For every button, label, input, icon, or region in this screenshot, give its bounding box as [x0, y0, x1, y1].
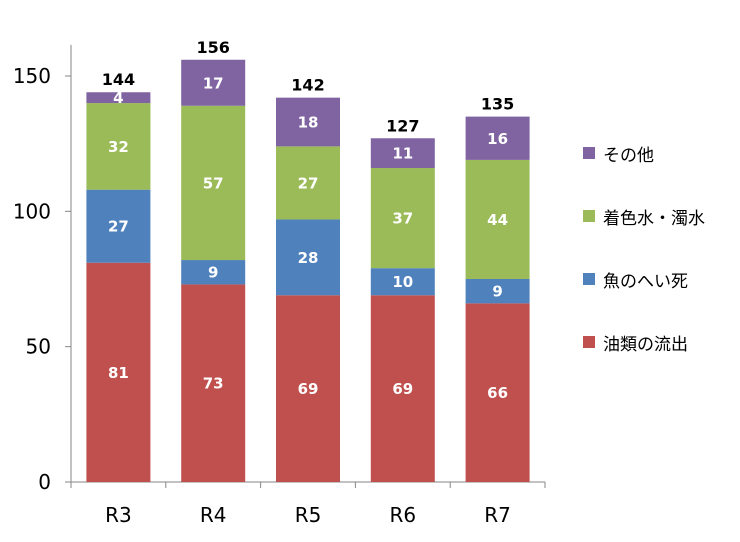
total-label: 127	[386, 116, 419, 135]
data-label: 73	[203, 375, 224, 393]
data-label: 10	[392, 273, 413, 291]
data-label: 9	[492, 283, 502, 301]
legend-label-other: その他	[603, 145, 654, 166]
chart-legend: その他 着色水・濁水 魚のへい死 油類の流出	[583, 143, 733, 395]
data-label: 69	[392, 380, 413, 398]
legend-swatch-colored-water	[583, 210, 595, 222]
y-tick-label: 0	[38, 470, 51, 494]
bar-segment	[276, 146, 340, 220]
bar-segment	[181, 59, 246, 106]
data-label: 18	[298, 114, 319, 132]
bar-segment	[370, 295, 435, 482]
x-tick-label: R6	[389, 503, 416, 527]
total-label: 142	[291, 76, 324, 95]
legend-swatch-fish-kill	[583, 273, 595, 285]
bar-segment	[465, 116, 530, 160]
total-label: 156	[196, 38, 229, 57]
data-label: 66	[487, 384, 508, 402]
x-tick-label: R3	[105, 503, 132, 527]
bar-segment	[181, 260, 246, 285]
data-label: 37	[392, 210, 413, 228]
legend-item-fish-kill: 魚のへい死	[583, 269, 733, 292]
bar-segment	[276, 97, 340, 147]
legend-item-other: その他	[583, 143, 733, 166]
data-label: 44	[487, 211, 508, 229]
y-tick-label: 100	[13, 199, 51, 223]
data-label: 81	[108, 364, 129, 382]
bar-segment	[86, 103, 151, 190]
data-label: 32	[108, 138, 129, 156]
legend-label-colored-water: 着色水・濁水	[603, 208, 705, 229]
data-label: 16	[487, 130, 508, 148]
data-label: 9	[208, 264, 218, 282]
bar-segment	[181, 284, 246, 482]
bar-segment	[181, 105, 246, 261]
y-tick-label: 150	[13, 64, 51, 88]
bar-segment	[465, 279, 530, 304]
bar-segment	[276, 219, 340, 296]
data-label: 4	[113, 89, 123, 107]
y-tick-label: 50	[26, 335, 51, 359]
data-label: 27	[108, 218, 129, 236]
total-label: 135	[481, 95, 514, 114]
bar-segment	[276, 295, 340, 482]
bar-segment	[465, 303, 530, 482]
legend-item-colored-water: 着色水・濁水	[583, 206, 733, 229]
legend-swatch-oil-spill	[583, 336, 595, 348]
bar-segment	[86, 262, 151, 482]
data-label: 17	[203, 74, 224, 92]
bar-segment	[370, 168, 435, 269]
bar-segment	[86, 189, 151, 263]
bar-segment	[370, 268, 435, 296]
x-tick-label: R5	[295, 503, 322, 527]
x-tick-label: R4	[200, 503, 227, 527]
data-label: 11	[392, 145, 413, 163]
data-label: 57	[203, 174, 224, 192]
data-label: 28	[298, 249, 319, 267]
bar-segment	[465, 159, 530, 279]
legend-item-oil-spill: 油類の流出	[583, 332, 733, 355]
legend-label-fish-kill: 魚のへい死	[603, 271, 688, 292]
data-label: 69	[298, 380, 319, 398]
x-tick-label: R7	[484, 503, 511, 527]
bar-segment	[370, 138, 435, 169]
legend-label-oil-spill: 油類の流出	[603, 334, 688, 355]
legend-swatch-other	[583, 147, 595, 159]
total-label: 144	[102, 70, 135, 89]
bar-segment	[86, 92, 151, 104]
data-label: 27	[298, 174, 319, 192]
